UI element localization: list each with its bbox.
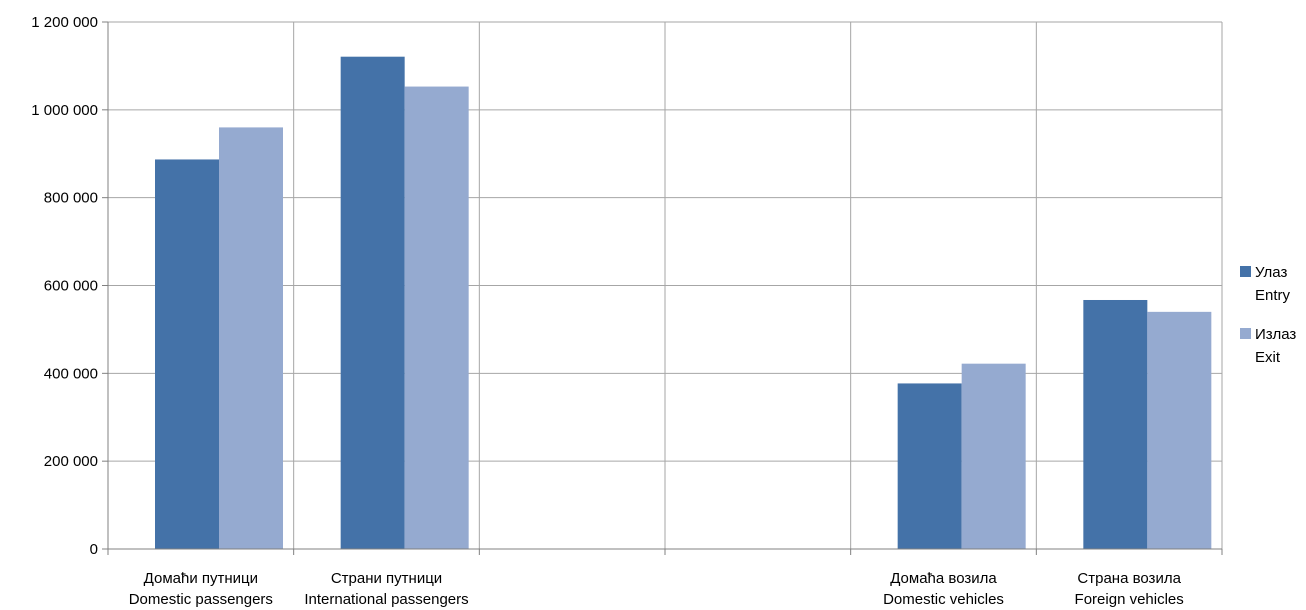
legend: Улаз Entry Излаз Exit <box>1240 264 1296 366</box>
bar-exit <box>404 86 469 550</box>
x-category-label: Domestic vehicles <box>883 591 1004 608</box>
x-category-label: Страна возила <box>1077 570 1181 587</box>
x-category-label: Домаћа возила <box>890 570 997 587</box>
y-tick-label: 200 000 <box>44 453 98 470</box>
x-category-label: International passengers <box>304 591 468 608</box>
legend-label-exit: Exit <box>1255 349 1281 366</box>
bar-exit <box>961 363 1026 549</box>
legend-swatch-exit <box>1240 328 1251 339</box>
x-category-label: Foreign vehicles <box>1075 591 1184 608</box>
y-tick-label: 400 000 <box>44 365 98 382</box>
y-tick-label: 0 <box>90 541 98 558</box>
bar-entry <box>897 383 962 549</box>
bars <box>155 56 1212 550</box>
y-tick-label: 600 000 <box>44 278 98 295</box>
bar-entry <box>155 159 219 549</box>
x-category-label: Домаћи путници <box>144 570 258 587</box>
legend-label-entry: Улаз <box>1255 264 1287 281</box>
y-tick-label: 1 000 000 <box>31 102 98 119</box>
legend-swatch-entry <box>1240 266 1251 277</box>
bar-entry <box>1083 299 1148 549</box>
bar-exit <box>1147 311 1212 549</box>
x-category-label: Domestic passengers <box>129 591 273 608</box>
axes <box>102 21 1223 555</box>
x-category-label: Страни путници <box>331 570 442 587</box>
legend-label-entry: Entry <box>1255 287 1291 304</box>
grid-lines <box>108 21 1223 549</box>
y-axis-tick-labels: 0 200 000 400 000 600 000 800 000 1 000 000 1 … <box>31 14 98 558</box>
bar-entry <box>340 56 405 550</box>
y-tick-label: 1 200 000 <box>31 14 98 31</box>
bar-exit <box>219 127 283 550</box>
legend-label-exit: Излаз <box>1255 326 1296 343</box>
y-tick-label: 800 000 <box>44 190 98 207</box>
x-axis-category-labels: Домаћи путници Domestic passengers Страни … <box>129 570 1184 608</box>
